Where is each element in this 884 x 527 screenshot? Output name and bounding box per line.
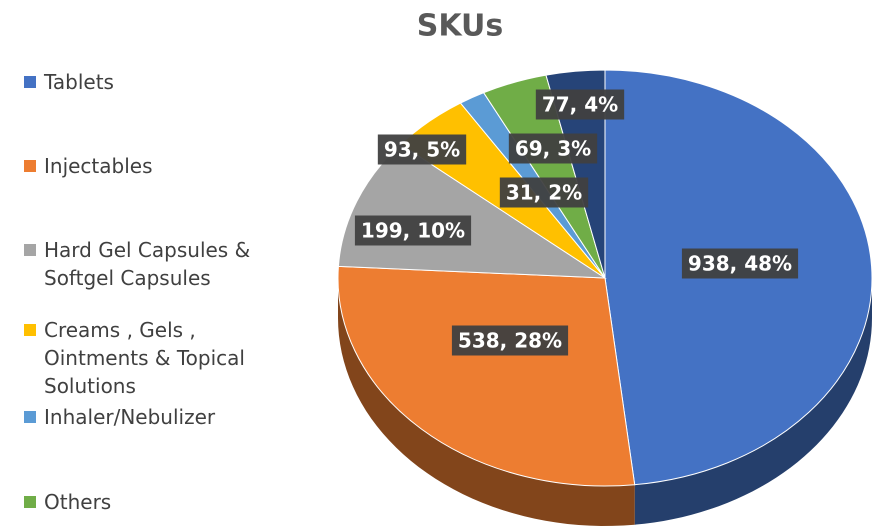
- chart-title: SKUs: [417, 9, 504, 44]
- legend-label: Tablets: [44, 70, 114, 94]
- data-label: 69, 3%: [515, 137, 591, 161]
- legend-swatch: [24, 76, 36, 88]
- legend-swatch: [24, 496, 36, 508]
- legend-label: Injectables: [44, 154, 153, 178]
- slice-side: [634, 278, 872, 525]
- slice: [545, 69, 606, 279]
- legend-swatch: [24, 160, 36, 172]
- data-label-box: [508, 133, 598, 164]
- data-label: 938, 48%: [688, 252, 792, 276]
- legend-item: Inhaler/Nebulizer: [24, 403, 284, 431]
- legend-label: Inhaler/Nebulizer: [44, 405, 216, 429]
- data-label-box: [499, 177, 589, 208]
- legend-item: Injectables: [24, 152, 284, 180]
- legend-item: Creams , Gels , Ointments & Topical Solu…: [24, 316, 284, 400]
- data-label-box: [535, 89, 625, 120]
- data-label: 31, 2%: [506, 181, 582, 205]
- legend-label: Creams , Gels , Ointments & Topical Solu…: [44, 318, 245, 398]
- data-label: 77, 4%: [542, 93, 618, 117]
- legend-label: Others: [44, 490, 112, 514]
- legend-item: Tablets: [24, 68, 284, 96]
- data-label-box: [377, 134, 467, 165]
- legend-swatch: [24, 324, 36, 336]
- legend-swatch: [24, 244, 36, 256]
- data-label: 199, 10%: [361, 219, 465, 243]
- legend-item: Hard Gel Capsules & Softgel Capsules: [24, 236, 284, 292]
- data-label-box: [681, 248, 799, 279]
- data-label: 93, 5%: [384, 138, 460, 162]
- legend-label: Hard Gel Capsules & Softgel Capsules: [44, 238, 251, 290]
- data-label-box: [354, 215, 472, 246]
- legend-swatch: [24, 411, 36, 423]
- data-label-box: [451, 325, 569, 356]
- slice: [337, 265, 636, 487]
- legend-item: Others: [24, 488, 284, 516]
- slice-side: [338, 278, 635, 526]
- data-label: 538, 28%: [458, 329, 562, 353]
